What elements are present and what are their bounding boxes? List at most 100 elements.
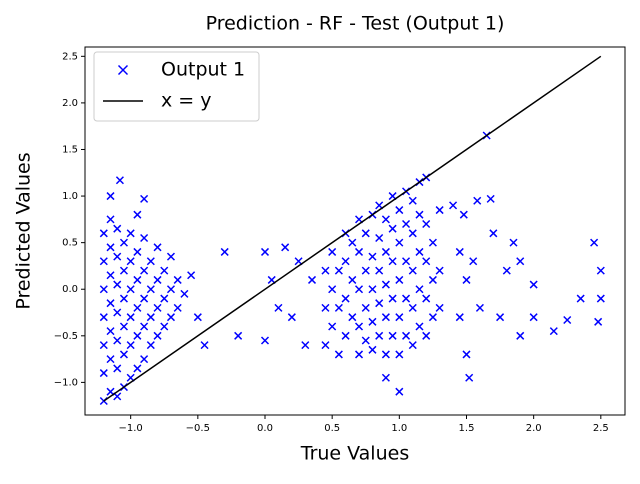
scatter-point	[422, 219, 431, 229]
scatter-point	[594, 317, 603, 326]
y-tick-label: 1.0	[62, 191, 78, 202]
scatter-point	[469, 257, 478, 266]
scatter-point	[328, 285, 337, 294]
scatter-point	[381, 373, 390, 382]
legend-marker	[117, 64, 129, 76]
scatter-point	[381, 313, 390, 322]
scatter-point	[173, 275, 182, 284]
x-tick-label: 0.0	[257, 423, 273, 434]
scatter-point	[361, 266, 370, 275]
scatter-point	[408, 196, 417, 205]
scatter-point	[133, 275, 142, 284]
y-tick-label: 1.5	[62, 144, 78, 155]
scatter-point	[381, 350, 390, 359]
scatter-point	[388, 294, 397, 303]
scatter-point	[408, 229, 417, 238]
scatter-point	[375, 266, 384, 275]
legend-label: Output 1	[161, 59, 245, 81]
scatter-point	[99, 285, 108, 294]
scatter-point	[422, 331, 431, 340]
scatter-point	[489, 229, 498, 238]
scatter-point	[113, 336, 122, 345]
scatter-point	[465, 373, 474, 382]
scatter-point	[395, 275, 404, 284]
scatter-point	[106, 215, 115, 224]
scatter-point	[160, 266, 169, 275]
scatter-point	[475, 303, 484, 312]
scatter-point	[274, 303, 283, 312]
x-axis-label: True Values	[300, 443, 409, 465]
scatter-point	[428, 275, 437, 284]
legend-box	[93, 51, 260, 122]
scatter-point	[381, 280, 390, 289]
scatter-point	[126, 341, 135, 350]
scatter-point	[133, 247, 142, 256]
scatter-point	[328, 322, 337, 331]
scatter-point	[166, 313, 176, 322]
scatter-point	[334, 350, 343, 359]
scatter-point	[153, 275, 162, 284]
scatter-point	[415, 247, 424, 256]
x-tick-label: 1.0	[391, 423, 407, 434]
scatter-point	[140, 355, 149, 364]
scatter-point	[408, 341, 417, 350]
scatter-point	[193, 313, 202, 322]
scatter-point	[422, 294, 431, 303]
y-tick-label: 2.5	[62, 51, 78, 62]
chart-title: Prediction - RF - Test (Output 1)	[206, 13, 505, 35]
scatter-point	[166, 285, 176, 294]
x-tick-label: 2.0	[526, 423, 542, 434]
scatter-point	[402, 257, 411, 266]
scatter-point	[133, 364, 142, 373]
scatter-point	[402, 219, 411, 229]
scatter-point	[402, 331, 411, 340]
scatter-point	[368, 317, 377, 326]
scatter-point	[126, 313, 135, 322]
scatter-point	[395, 387, 404, 396]
scatter-point	[402, 294, 411, 303]
scatter-point	[348, 313, 357, 322]
scatter-point	[348, 238, 357, 247]
identity-line	[103, 55, 602, 402]
scatter-point	[119, 238, 128, 247]
y-tick-label: 2.0	[62, 98, 78, 109]
scatter-point	[428, 238, 437, 247]
scatter-point	[119, 322, 128, 331]
scatter-point	[462, 275, 471, 284]
scatter-point	[113, 252, 122, 261]
scatter-point	[563, 315, 572, 325]
scatter-point	[99, 229, 108, 238]
scatter-point	[321, 341, 330, 350]
scatter-point	[119, 266, 128, 275]
scatter-point	[596, 294, 605, 303]
scatter-point	[146, 285, 155, 294]
scatter-point	[381, 215, 390, 224]
x-tick-label: −1.0	[119, 423, 143, 434]
scatter-point	[328, 247, 337, 256]
scatter-point	[180, 289, 189, 298]
scatter-point	[166, 252, 176, 261]
scatter-point	[473, 196, 482, 205]
scatter-point	[321, 303, 330, 312]
scatter-point	[509, 238, 518, 247]
scatter-point	[375, 331, 384, 340]
scatter-point	[133, 210, 142, 219]
scatter-point	[260, 336, 270, 345]
y-tick-label: 0.5	[62, 238, 78, 249]
scatter-point	[334, 303, 343, 312]
scatter-point	[368, 285, 377, 294]
scatter-point	[281, 243, 290, 252]
scatter-point	[126, 285, 135, 294]
scatter-point	[140, 233, 149, 243]
scatter-point	[408, 266, 417, 275]
scatter-point	[455, 247, 464, 256]
scatter-point	[408, 303, 417, 312]
scatter-point	[146, 313, 155, 322]
scatter-point	[160, 294, 169, 303]
scatter-point	[428, 313, 437, 322]
scatter-point	[415, 210, 424, 219]
x-tick-label: −0.5	[186, 423, 210, 434]
scatter-point	[388, 224, 397, 233]
scatter-point	[354, 350, 364, 359]
